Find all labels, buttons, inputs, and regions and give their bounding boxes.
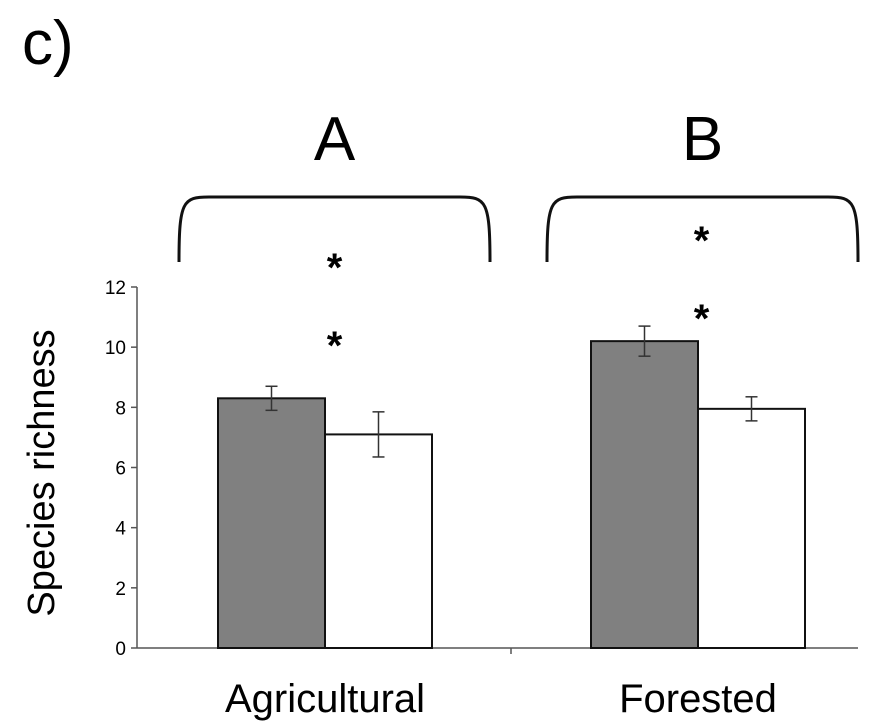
group-label: B [682,105,723,174]
y-tick-label: 6 [115,459,126,480]
significance-star: * [327,324,343,368]
group-label: A [314,105,356,174]
significance-star: * [694,219,710,263]
bar [324,433,433,649]
x-category-label: Agricultural [225,677,425,721]
significance-star: * [327,246,343,290]
group-bracket [545,195,860,263]
y-axis-label: Species richness [21,329,63,616]
y-tick-label: 0 [115,639,126,660]
bar [697,407,806,649]
group-bracket [177,195,492,263]
x-category-label: Forested [619,677,777,721]
significance-star: * [694,297,710,341]
bar [590,340,699,649]
y-tick-label: 10 [105,338,126,359]
y-tick-label: 4 [115,519,126,540]
bar [217,397,326,649]
chart-marks: Agricultural Forested A B * * * * [177,105,860,721]
y-tick-label: 8 [115,398,126,419]
y-tick-label: 2 [115,579,126,600]
y-tick-label: 12 [105,278,126,299]
panel-label: c) [22,9,74,78]
